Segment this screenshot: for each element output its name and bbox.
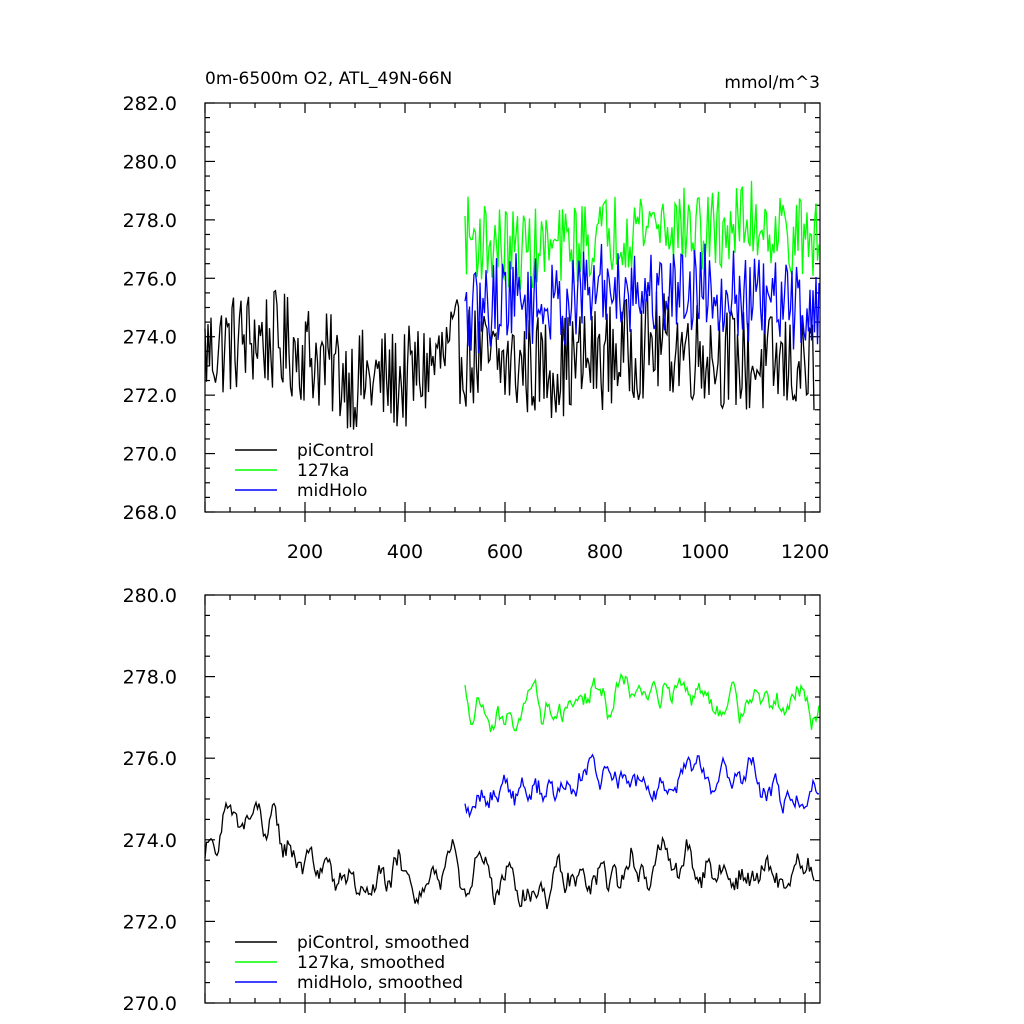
y-tick-label: 280.0 [123,585,177,607]
legend-label: piControl [297,441,374,461]
x-tick-label: 800 [587,541,623,563]
chart-title: 0m-6500m O2, ATL_49N-66N [205,69,452,89]
x-tick-label: 400 [387,541,423,563]
legend-label: 127ka [297,461,349,481]
y-tick-label: 274.0 [123,830,177,852]
y-tick-label: 272.0 [123,385,177,407]
y-tick-label: 276.0 [123,748,177,770]
y-tick-label: 270.0 [123,993,177,1015]
legend-label: midHolo [297,481,367,501]
y-tick-label: 276.0 [123,268,177,290]
x-tick-label: 200 [287,541,323,563]
series-line [204,289,815,430]
y-tick-label: 282.0 [123,93,177,115]
series-line [204,800,815,910]
series-line [464,753,820,819]
legend-label: 127ka, smoothed [297,953,445,973]
series-line [464,243,820,354]
units-label: mmol/m^3 [724,73,820,93]
x-tick-label: 1200 [781,541,829,563]
top-plot: 268.0 270.0 272.0 274.0 276.0 278.0 280.0 282.0… [123,93,830,563]
y-tick-label: 278.0 [123,667,177,689]
y-tick-label: 268.0 [123,502,177,524]
series-line [464,180,820,290]
y-tick-label: 274.0 [123,327,177,349]
x-tick-label: 600 [487,541,523,563]
legend-label: piControl, smoothed [297,933,470,953]
bottom-plot: 270.0 272.0 274.0 276.0 278.0 280.0 piControl,… [123,585,821,1015]
legend-label: midHolo, smoothed [297,973,463,993]
y-tick-label: 278.0 [123,210,177,232]
x-tick-label: 1000 [681,541,729,563]
y-tick-label: 270.0 [123,444,177,466]
series-line [464,672,820,733]
y-tick-label: 280.0 [123,151,177,173]
y-tick-label: 272.0 [123,911,177,933]
